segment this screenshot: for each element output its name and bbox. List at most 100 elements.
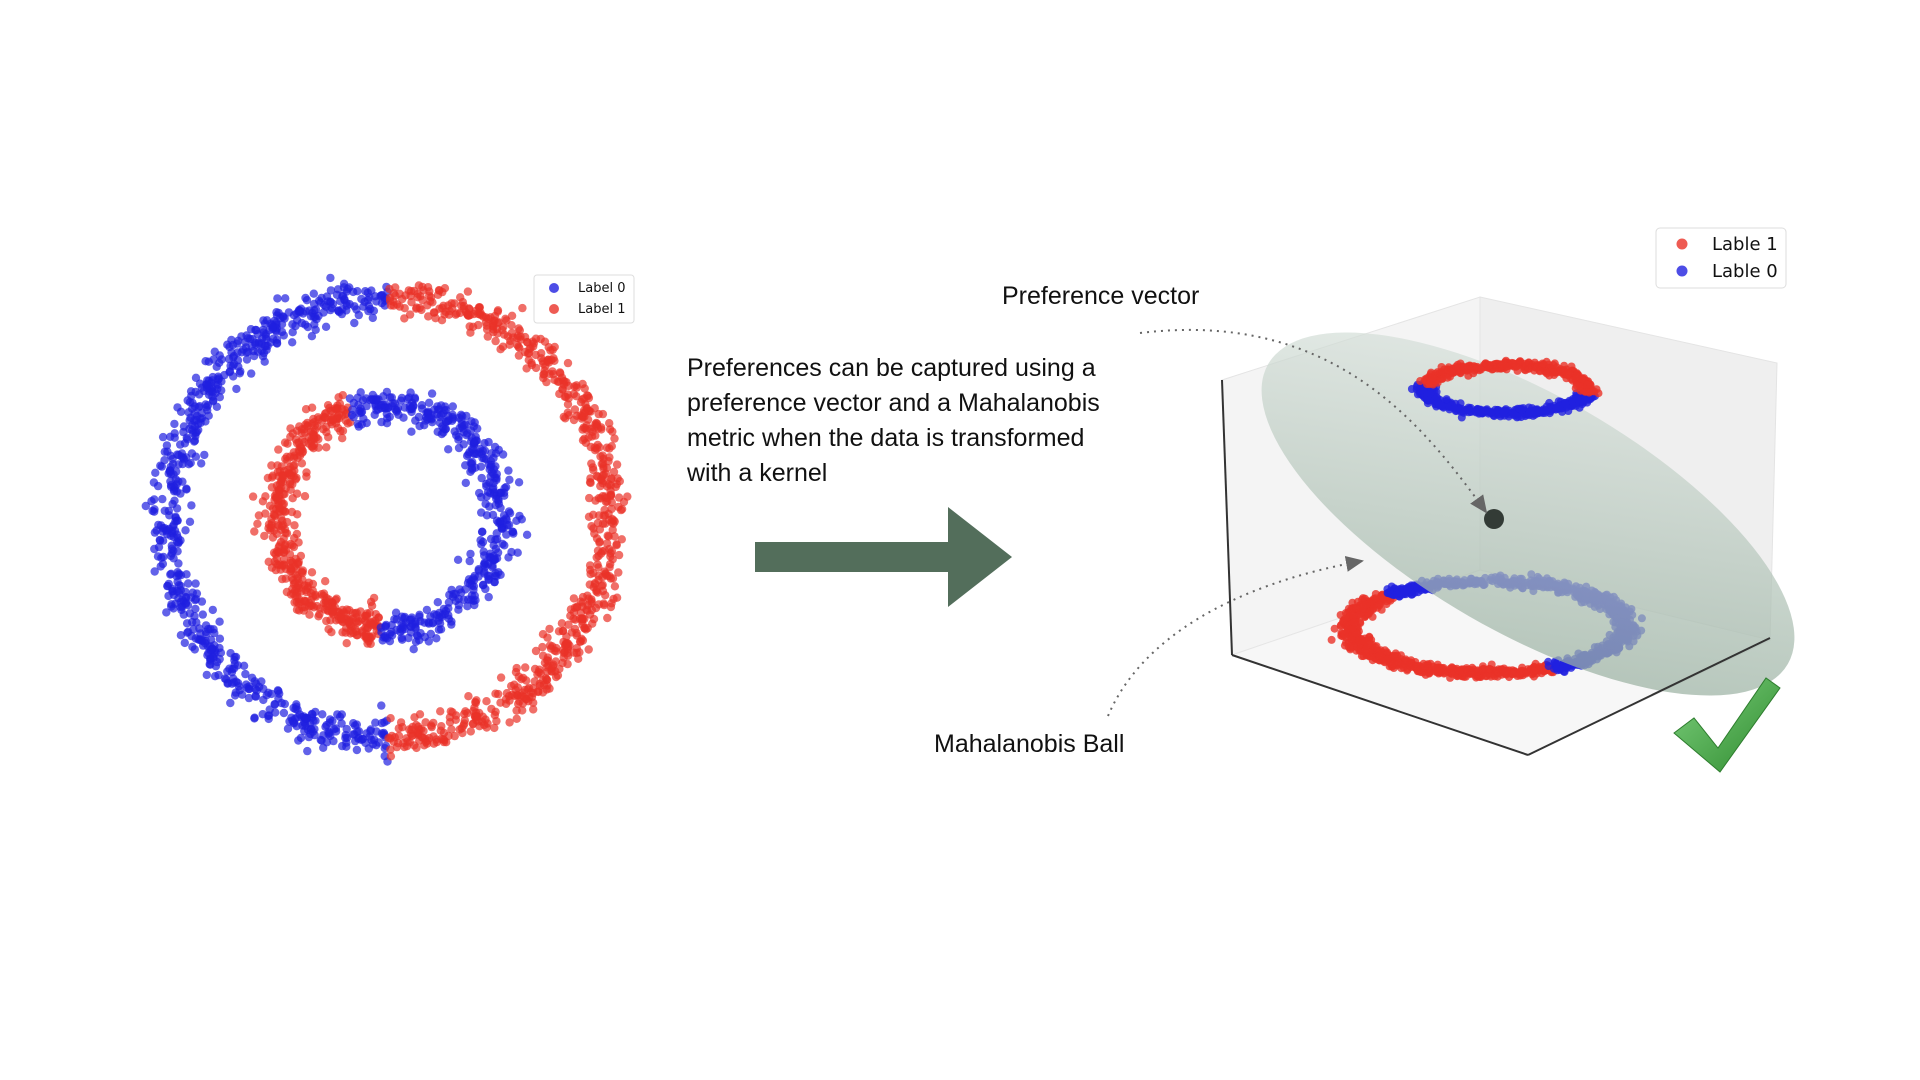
scatter-point [319,743,328,752]
scatter-point [191,594,201,604]
scatter-point [297,318,307,328]
scatter-point [352,720,361,729]
scatter-point [1497,670,1506,679]
scatter-point [514,699,523,709]
scatter-point [399,413,408,422]
scatter-point [433,598,442,607]
scatter-point [215,654,224,664]
scatter-point [584,433,593,442]
scatter-point [272,554,281,563]
scatter-point [150,495,159,504]
scatter-point [1340,631,1349,640]
scatter-point [1354,637,1363,646]
scatter-point [479,580,488,589]
scatter-point [492,716,501,726]
scatter-point [322,720,331,730]
scatter-point [478,527,487,536]
scatter-point [329,605,338,614]
scatter-point [326,273,335,283]
scatter-point [1426,659,1435,668]
scatter-point [441,424,451,433]
scatter-point [274,445,283,454]
scatter-point [1453,360,1462,369]
scatter-point [350,318,359,328]
scatter-point [307,332,317,341]
scatter-point [231,688,240,697]
scatter-point [202,403,211,412]
scatter-point [385,393,395,402]
scatter-point [336,615,346,624]
scatter-point [427,722,436,732]
scatter-point [610,582,620,591]
scatter-point [278,471,287,480]
scatter-point [160,506,169,515]
scatter-point [150,505,159,514]
scatter-point [424,618,433,627]
scatter-point [607,504,616,514]
scatter-point [555,368,565,377]
scatter-point [1428,374,1437,382]
scatter-point [512,714,521,723]
scatter-point [157,462,166,471]
scatter-point [574,654,583,663]
preference-vector-label: Preference vector [1002,282,1199,310]
scatter-point [280,525,290,534]
scatter-point [352,305,361,314]
scatter-point [498,524,507,534]
scatter-point [407,298,416,307]
scatter-point [1447,663,1456,672]
scatter-point [290,521,299,530]
scatter-point [1438,374,1447,383]
checkmark-icon [1673,677,1781,773]
scatter-point [435,286,444,295]
scatter-point [177,605,186,615]
scatter-point [190,409,199,418]
scatter-point [345,283,354,292]
scatter-point [452,431,461,440]
scatter-point [244,693,254,703]
scatter-point [447,585,456,595]
scatter-point [482,325,492,334]
scatter-point [168,459,178,469]
scatter-point [208,605,217,615]
scatter-point [1369,604,1378,613]
scatter-point [267,461,276,470]
scatter-point [170,526,180,535]
scatter-point [595,537,604,546]
scatter-point [606,602,616,612]
scatter-point [247,369,256,378]
scatter-point [281,454,290,464]
scatter-point [533,670,542,679]
scatter-point [588,463,598,472]
scatter-point [1474,667,1483,676]
scatter-point [1541,407,1550,415]
scatter-point [176,631,186,640]
scatter-point [493,535,502,544]
scatter-point [1522,668,1531,677]
scatter-point [464,692,473,701]
scatter-point [205,660,214,669]
scatter-point [232,384,241,394]
scatter-point [522,530,532,539]
scatter-point [421,737,431,747]
scatter-point [453,555,463,564]
scatter-point [279,708,289,718]
scatter-point [184,579,193,588]
scatter-point [464,595,473,604]
scatter-point [183,628,192,637]
scatter-point [1350,618,1359,627]
scatter-point [270,700,279,709]
scatter-point [215,393,224,402]
scatter-point [373,405,383,414]
scatter-point [192,427,201,437]
scatter-point [609,516,618,525]
scatter-point [153,552,163,561]
scatter-point [1468,663,1477,672]
scatter-point [316,735,325,745]
scatter-point [490,488,499,497]
scatter-point [414,281,424,290]
scatter-point [263,473,273,483]
scatter-point [606,490,616,499]
scatter-point [332,594,341,603]
scatter-point [353,287,362,296]
